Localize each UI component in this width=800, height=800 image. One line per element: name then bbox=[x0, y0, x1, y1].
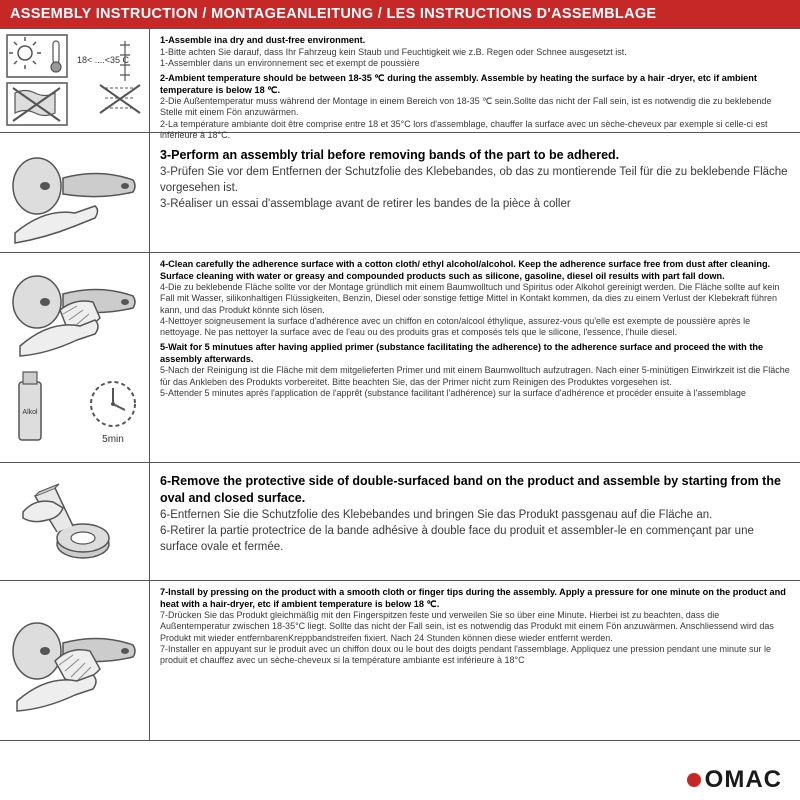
instruction-row: 6-Remove the protective side of double-s… bbox=[0, 463, 800, 581]
step-trans: 3-Prüfen Sie vor dem Entfernen der Schut… bbox=[160, 164, 790, 196]
step-bold: 1-Assemble ina dry and dust-free environ… bbox=[160, 35, 790, 47]
instruction-row: Alkol 5min 4-Clean carefully the adheren… bbox=[0, 253, 800, 463]
trial-icon bbox=[5, 138, 145, 248]
text-cell: 7-Install by pressing on the product wit… bbox=[150, 581, 800, 740]
step-trans: 4-Nettoyer soigneusement la surface d'ad… bbox=[160, 316, 790, 339]
instruction-row: 7-Install by pressing on the product wit… bbox=[0, 581, 800, 741]
step-bold: 7-Install by pressing on the product wit… bbox=[160, 587, 790, 610]
step-trans: 5-Nach der Reinigung ist die Fläche mit … bbox=[160, 365, 790, 388]
step-trans: 5-Attender 5 minutes après l'application… bbox=[160, 388, 790, 399]
text-cell: 6-Remove the protective side of double-s… bbox=[150, 463, 800, 580]
step-trans: 6-Retirer la partie protectrice de la ba… bbox=[160, 523, 790, 555]
text-cell: 3-Perform an assembly trial before remov… bbox=[150, 133, 800, 252]
step-trans: 1-Bitte achten Sie darauf, dass Ihr Fahr… bbox=[160, 47, 790, 58]
wait-icon: Alkol 5min bbox=[5, 362, 145, 457]
step-trans: 3-Réaliser un essai d'assemblage avant d… bbox=[160, 196, 790, 212]
step-trans: 7-Drücken Sie das Produkt gleichmäßig mi… bbox=[160, 610, 790, 644]
step-trans: 4-Die zu beklebende Fläche sollte vor de… bbox=[160, 282, 790, 316]
text-cell: 1-Assemble ina dry and dust-free environ… bbox=[150, 29, 800, 132]
brand-logo: OMAC bbox=[687, 766, 782, 794]
instruction-row: 18< ....<35 C 1-Assemble ina dry and dus… bbox=[0, 28, 800, 133]
step-5: 5-Wait for 5 minutues after having appli… bbox=[160, 342, 790, 399]
icon-cell-press bbox=[0, 581, 150, 740]
logo-dot-icon bbox=[687, 773, 701, 787]
svg-text:Alkol: Alkol bbox=[22, 409, 38, 416]
remove-band-icon bbox=[5, 468, 145, 576]
icon-cell-trial bbox=[0, 133, 150, 252]
press-icon bbox=[5, 601, 145, 721]
step-trans: 2-Die Außentemperatur muss während der M… bbox=[160, 96, 790, 119]
logo-text: OMAC bbox=[705, 766, 782, 794]
text-cell: 4-Clean carefully the adherence surface … bbox=[150, 253, 800, 462]
svg-text:18< ....<35 C: 18< ....<35 C bbox=[77, 55, 130, 65]
svg-text:5min: 5min bbox=[102, 434, 124, 445]
icon-cell-env-temp: 18< ....<35 C bbox=[0, 29, 150, 132]
clean-icon bbox=[5, 258, 145, 358]
step-1: 1-Assemble ina dry and dust-free environ… bbox=[160, 35, 790, 69]
step-bold: 6-Remove the protective side of double-s… bbox=[160, 473, 790, 507]
step-trans: 1-Assembler dans un environnement sec et… bbox=[160, 58, 790, 69]
step-6: 6-Remove the protective side of double-s… bbox=[160, 473, 790, 555]
step-7: 7-Install by pressing on the product wit… bbox=[160, 587, 790, 666]
step-trans: 7-Installer en appuyant sur le produit a… bbox=[160, 644, 790, 667]
step-bold: 5-Wait for 5 minutues after having appli… bbox=[160, 342, 790, 365]
step-bold: 3-Perform an assembly trial before remov… bbox=[160, 147, 790, 164]
instruction-rows: 18< ....<35 C 1-Assemble ina dry and dus… bbox=[0, 28, 800, 741]
step-3: 3-Perform an assembly trial before remov… bbox=[160, 147, 790, 212]
icon-cell-remove-band bbox=[0, 463, 150, 580]
step-2: 2-Ambient temperature should be between … bbox=[160, 73, 790, 141]
step-4: 4-Clean carefully the adherence surface … bbox=[160, 259, 790, 338]
step-trans: 6-Entfernen Sie die Schutzfolie des Kleb… bbox=[160, 507, 790, 523]
env-temp-icon: 18< ....<35 C bbox=[5, 33, 145, 128]
icon-cell-clean-wait: Alkol 5min bbox=[0, 253, 150, 462]
instruction-row: 3-Perform an assembly trial before remov… bbox=[0, 133, 800, 253]
header-title: ASSEMBLY INSTRUCTION / MONTAGEANLEITUNG … bbox=[10, 6, 656, 22]
step-bold: 4-Clean carefully the adherence surface … bbox=[160, 259, 790, 282]
step-bold: 2-Ambient temperature should be between … bbox=[160, 73, 790, 96]
header-bar: ASSEMBLY INSTRUCTION / MONTAGEANLEITUNG … bbox=[0, 0, 800, 28]
